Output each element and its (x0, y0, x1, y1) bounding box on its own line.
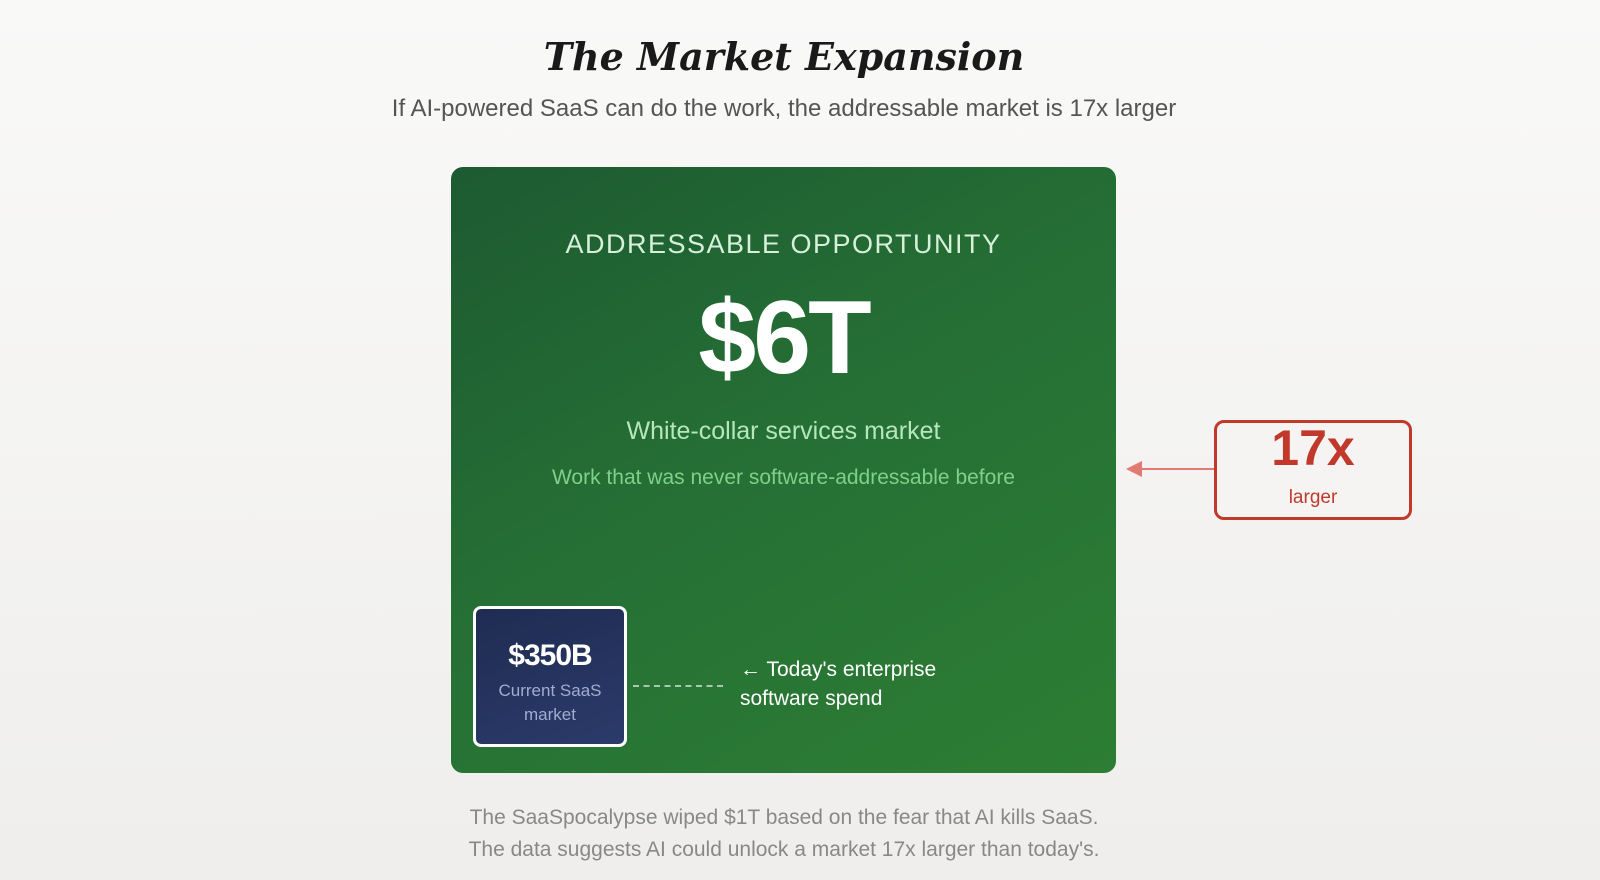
arrow-left-icon (1126, 461, 1142, 477)
current-saas-value: $350B (508, 639, 592, 672)
multiplier-value: 17x (1271, 420, 1355, 476)
current-saas-label-line1: Current SaaS (498, 681, 602, 700)
current-saas-label-line2: market (524, 705, 576, 724)
page-subtitle: If AI-powered SaaS can do the work, the … (391, 95, 1177, 122)
multiplier-badge: 17x larger (1214, 420, 1412, 520)
note-line2: software spend (740, 687, 883, 710)
multiplier-label: larger (1288, 487, 1338, 508)
current-saas-label: Current SaaS market (476, 679, 624, 727)
footer-line1: The SaaSpocalypse wiped $1T based on the… (469, 806, 1099, 829)
arrow-line (1128, 468, 1214, 470)
page-title: The Market Expansion (543, 34, 1025, 79)
opportunity-sublabel: Work that was never software-addressable… (551, 466, 1015, 489)
note-line1: ← Today's enterprise (740, 658, 937, 681)
addressable-opportunity-card: ADDRESSABLE OPPORTUNITY $6T White-collar… (451, 167, 1116, 773)
footer-line2: The data suggests AI could unlock a mark… (468, 838, 1100, 861)
opportunity-label: White-collar services market (626, 417, 941, 445)
card-eyebrow: ADDRESSABLE OPPORTUNITY (565, 229, 1002, 259)
footer-text: The SaaSpocalypse wiped $1T based on the… (0, 802, 1568, 866)
current-saas-box: $350B Current SaaS market (473, 606, 627, 747)
opportunity-value: $6T (698, 280, 871, 396)
current-spend-note: ← Today's enterprise software spend (740, 655, 936, 713)
dashed-connector (633, 685, 723, 687)
